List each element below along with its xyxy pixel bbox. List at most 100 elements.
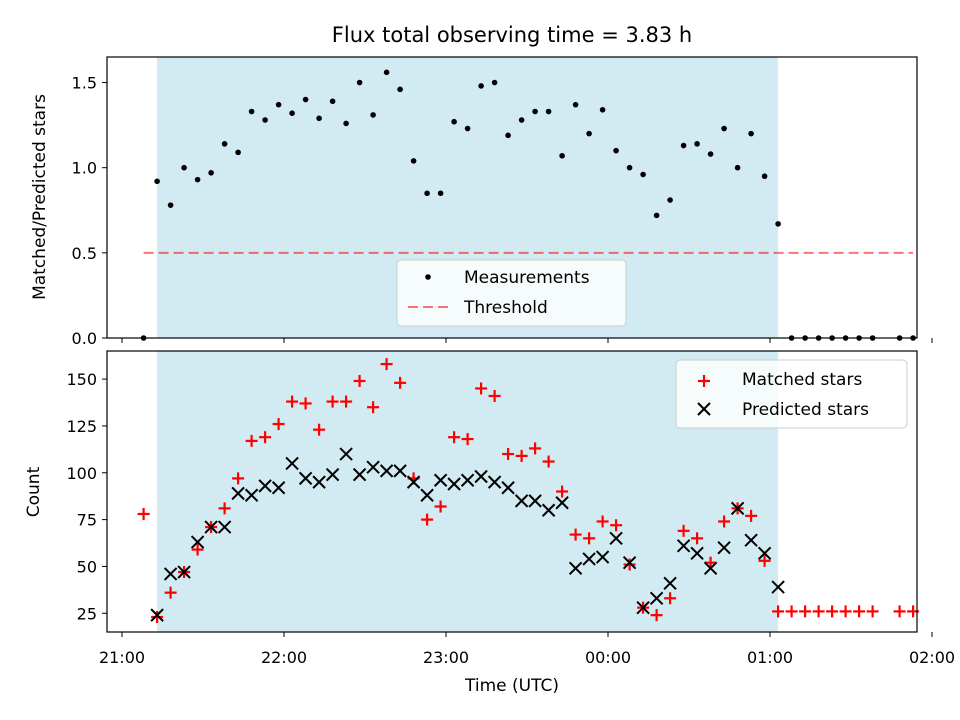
predicted-star-point [298,471,313,486]
matched-star-point [839,605,852,618]
predicted-star-point [474,469,488,484]
predicted-stars-series [150,447,785,622]
top-y-axis-label: Matched/Predicted stars [30,94,50,300]
measurement-point [613,147,619,154]
predicted-star-point [690,546,704,561]
predicted-star-point [285,456,299,471]
predicted-star-point [757,546,772,561]
legend-measurements-label: Measurements [464,268,590,288]
predicted-star-point [312,475,326,489]
matched-star-point [475,382,488,395]
top-legend-box [396,259,627,327]
measurement-point [626,164,633,171]
matched-star-point [799,605,812,618]
predicted-star-point [717,540,731,555]
predicted-star-point [582,552,596,566]
bottom-ytick-label: 150 [66,370,97,389]
measurement-point [518,117,525,123]
measurement-point [464,125,471,132]
predicted-star-point [663,576,677,591]
matched-star-point [353,374,366,387]
legend-matched-label: Matched stars [742,370,862,390]
legend-measurements-marker [425,274,431,280]
measurement-point [316,115,322,122]
matched-star-point [367,401,380,414]
predicted-star-point [622,555,637,570]
predicted-star-point [730,501,745,516]
legend-predicted-label: Predicted stars [742,400,869,420]
matched-star-point [596,515,609,528]
xtick-label: 01:00 [747,648,793,667]
measurement-point [356,79,363,86]
measurement-point [302,96,309,103]
measurement-point [478,83,484,89]
predicted-star-point [771,580,785,594]
matched-star-point [826,605,839,618]
matched-star-point [232,472,245,485]
measurement-point [343,120,349,127]
predicted-star-point [433,473,448,487]
measurement-point [734,164,741,171]
matched-star-point [610,519,623,532]
bottom-x-axis: 21:00 22:00 23:00 00:00 01:00 02:00 [99,632,955,667]
measurement-point [289,110,295,116]
xtick-label: 23:00 [423,648,469,667]
matched-star-point [313,423,326,436]
matched-star-point [556,485,569,498]
measurement-point [775,221,781,227]
measurement-point [572,101,579,108]
top-panel: 0.0 0.5 1.0 1.5 Matched/Predicted stars Mea… [30,56,933,348]
matched-star-point [299,397,312,410]
bottom-ytick-label: 25 [77,604,97,623]
measurement-point [680,142,687,149]
top-x-axis [121,338,933,343]
xtick-label: 22:00 [261,648,307,667]
measurement-point [761,173,768,180]
matched-star-point [191,543,204,556]
matched-star-point [812,605,825,618]
predicted-star-point [595,550,610,564]
bottom-axes-frame [106,350,918,633]
bottom-panel: 25 50 75 100 125 150 21:00 22:00 23:00 00:00 01:0… [24,350,955,696]
matched-star-point [893,605,906,618]
top-ytick-label: 0.0 [72,329,97,348]
matched-star-point [394,376,407,389]
matched-star-point [664,592,677,605]
measurement-point [667,197,673,203]
legend-matched-marker [698,375,710,387]
predicted-star-point [244,488,259,502]
measurement-point [437,190,444,197]
predicted-star-point [217,520,232,534]
measurement-point [694,141,700,147]
predicted-star-point [447,477,461,491]
bottom-ytick-label: 75 [77,511,97,530]
xtick-label: 02:00 [909,648,955,667]
top-y-axis: 0.0 0.5 1.0 1.5 [72,74,107,348]
measurement-point [748,130,754,137]
matched-star-point [529,442,542,455]
bottom-legend-box [675,359,908,429]
matched-star-point [677,524,690,537]
predicted-star-point [366,460,380,474]
matched-star-point [515,449,528,462]
matched-star-point [488,389,501,402]
matched-star-point [421,513,434,526]
matched-star-point [866,605,879,618]
measurement-point [383,69,390,76]
predicted-star-point [649,591,664,605]
matched-star-point [259,431,272,444]
measurement-point [221,141,228,147]
legend-threshold-label: Threshold [463,298,548,318]
measurement-point [262,117,268,123]
matched-star-point [718,515,731,528]
predicted-star-point [460,473,475,487]
top-ytick-label: 1.5 [72,74,97,93]
matched-star-point [650,609,663,622]
x-axis-label: Time (UTC) [464,676,559,696]
matched-star-point [245,434,258,447]
measurement-point [370,112,376,118]
matched-star-point [380,358,393,371]
predicted-star-point [325,467,340,482]
measurement-point [491,79,498,86]
measurement-point [235,149,241,156]
